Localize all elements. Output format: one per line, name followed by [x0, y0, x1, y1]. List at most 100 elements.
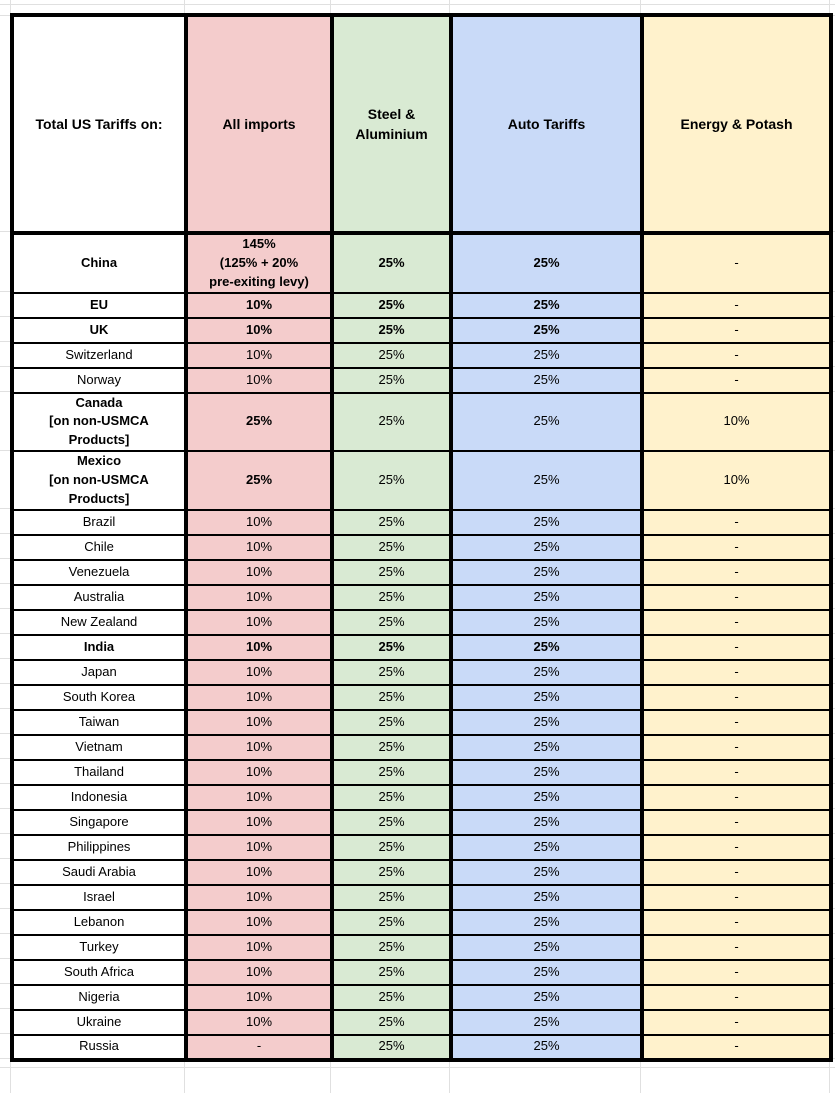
country-cell[interactable]: China	[10, 232, 188, 294]
country-cell[interactable]: South Africa	[10, 958, 188, 986]
all-imports-value-cell[interactable]: 10%	[184, 1008, 334, 1036]
all-imports-value-cell[interactable]: 145% (125% + 20% pre-exiting levy)	[184, 232, 334, 294]
header-cell-energy-potash[interactable]: Energy & Potash	[640, 14, 833, 235]
country-cell[interactable]: Vietnam	[10, 733, 188, 761]
country-cell[interactable]: Ukraine	[10, 1008, 188, 1036]
steel-value-cell[interactable]: 25%	[330, 683, 453, 711]
steel-value-cell[interactable]: 25%	[330, 958, 453, 986]
steel-value-cell[interactable]: 25%	[330, 391, 453, 453]
country-cell[interactable]: Brazil	[10, 508, 188, 536]
all-imports-value-cell[interactable]: 10%	[184, 983, 334, 1011]
steel-value-cell[interactable]: 25%	[330, 232, 453, 294]
country-cell[interactable]: Chile	[10, 533, 188, 561]
country-cell[interactable]: Thailand	[10, 758, 188, 786]
auto-value-cell[interactable]: 25%	[449, 958, 644, 986]
country-cell[interactable]: Lebanon	[10, 908, 188, 936]
auto-value-cell[interactable]: 25%	[449, 808, 644, 836]
energy-value-cell[interactable]: -	[640, 1033, 833, 1061]
auto-value-cell[interactable]: 25%	[449, 508, 644, 536]
steel-value-cell[interactable]: 25%	[330, 883, 453, 911]
energy-value-cell[interactable]: -	[640, 883, 833, 911]
energy-value-cell[interactable]: -	[640, 733, 833, 761]
steel-value-cell[interactable]: 25%	[330, 933, 453, 961]
steel-value-cell[interactable]: 25%	[330, 341, 453, 369]
steel-value-cell[interactable]: 25%	[330, 908, 453, 936]
energy-value-cell[interactable]: -	[640, 908, 833, 936]
all-imports-value-cell[interactable]: 10%	[184, 808, 334, 836]
energy-value-cell[interactable]: -	[640, 633, 833, 661]
header-cell-countries[interactable]: Total US Tariffs on:	[10, 14, 188, 235]
all-imports-value-cell[interactable]: 10%	[184, 958, 334, 986]
all-imports-value-cell[interactable]: 10%	[184, 858, 334, 886]
steel-value-cell[interactable]: 25%	[330, 1008, 453, 1036]
energy-value-cell[interactable]: -	[640, 341, 833, 369]
steel-value-cell[interactable]: 25%	[330, 583, 453, 611]
auto-value-cell[interactable]: 25%	[449, 291, 644, 319]
energy-value-cell[interactable]: -	[640, 808, 833, 836]
all-imports-value-cell[interactable]: 10%	[184, 683, 334, 711]
steel-value-cell[interactable]: 25%	[330, 366, 453, 394]
country-cell[interactable]: EU	[10, 291, 188, 319]
all-imports-value-cell[interactable]: 10%	[184, 533, 334, 561]
country-cell[interactable]: India	[10, 633, 188, 661]
all-imports-value-cell[interactable]: 10%	[184, 933, 334, 961]
steel-value-cell[interactable]: 25%	[330, 558, 453, 586]
energy-value-cell[interactable]: -	[640, 758, 833, 786]
auto-value-cell[interactable]: 25%	[449, 583, 644, 611]
steel-value-cell[interactable]: 25%	[330, 316, 453, 344]
energy-value-cell[interactable]: -	[640, 366, 833, 394]
all-imports-value-cell[interactable]: 10%	[184, 291, 334, 319]
auto-value-cell[interactable]: 25%	[449, 783, 644, 811]
energy-value-cell[interactable]: -	[640, 933, 833, 961]
energy-value-cell[interactable]: -	[640, 316, 833, 344]
auto-value-cell[interactable]: 25%	[449, 683, 644, 711]
energy-value-cell[interactable]: -	[640, 608, 833, 636]
steel-value-cell[interactable]: 25%	[330, 783, 453, 811]
all-imports-value-cell[interactable]: 10%	[184, 366, 334, 394]
auto-value-cell[interactable]: 25%	[449, 933, 644, 961]
all-imports-value-cell[interactable]: 10%	[184, 658, 334, 686]
all-imports-value-cell[interactable]: 10%	[184, 883, 334, 911]
country-cell[interactable]: Australia	[10, 583, 188, 611]
energy-value-cell[interactable]: -	[640, 583, 833, 611]
country-cell[interactable]: Israel	[10, 883, 188, 911]
all-imports-value-cell[interactable]: 10%	[184, 316, 334, 344]
country-cell[interactable]: Taiwan	[10, 708, 188, 736]
steel-value-cell[interactable]: 25%	[330, 833, 453, 861]
all-imports-value-cell[interactable]: 10%	[184, 758, 334, 786]
energy-value-cell[interactable]: -	[640, 558, 833, 586]
country-cell[interactable]: Russia	[10, 1033, 188, 1061]
auto-value-cell[interactable]: 25%	[449, 633, 644, 661]
steel-value-cell[interactable]: 25%	[330, 733, 453, 761]
energy-value-cell[interactable]: -	[640, 983, 833, 1011]
all-imports-value-cell[interactable]: 25%	[184, 391, 334, 453]
header-cell-all-imports[interactable]: All imports	[184, 14, 334, 235]
country-cell[interactable]: Saudi Arabia	[10, 858, 188, 886]
auto-value-cell[interactable]: 25%	[449, 733, 644, 761]
auto-value-cell[interactable]: 25%	[449, 608, 644, 636]
country-cell[interactable]: Canada [on non-USMCA Products]	[10, 391, 188, 453]
all-imports-value-cell[interactable]: 10%	[184, 833, 334, 861]
country-cell[interactable]: Mexico [on non-USMCA Products]	[10, 450, 188, 511]
country-cell[interactable]: Singapore	[10, 808, 188, 836]
auto-value-cell[interactable]: 25%	[449, 232, 644, 294]
auto-value-cell[interactable]: 25%	[449, 858, 644, 886]
country-cell[interactable]: Japan	[10, 658, 188, 686]
auto-value-cell[interactable]: 25%	[449, 391, 644, 453]
country-cell[interactable]: Venezuela	[10, 558, 188, 586]
auto-value-cell[interactable]: 25%	[449, 316, 644, 344]
auto-value-cell[interactable]: 25%	[449, 341, 644, 369]
all-imports-value-cell[interactable]: 10%	[184, 608, 334, 636]
country-cell[interactable]: New Zealand	[10, 608, 188, 636]
all-imports-value-cell[interactable]: 10%	[184, 783, 334, 811]
auto-value-cell[interactable]: 25%	[449, 908, 644, 936]
header-cell-auto-tariffs[interactable]: Auto Tariffs	[449, 14, 644, 235]
energy-value-cell[interactable]: 10%	[640, 450, 833, 511]
steel-value-cell[interactable]: 25%	[330, 808, 453, 836]
energy-value-cell[interactable]: -	[640, 958, 833, 986]
energy-value-cell[interactable]: -	[640, 708, 833, 736]
steel-value-cell[interactable]: 25%	[330, 983, 453, 1011]
energy-value-cell[interactable]: -	[640, 533, 833, 561]
steel-value-cell[interactable]: 25%	[330, 508, 453, 536]
country-cell[interactable]: Indonesia	[10, 783, 188, 811]
